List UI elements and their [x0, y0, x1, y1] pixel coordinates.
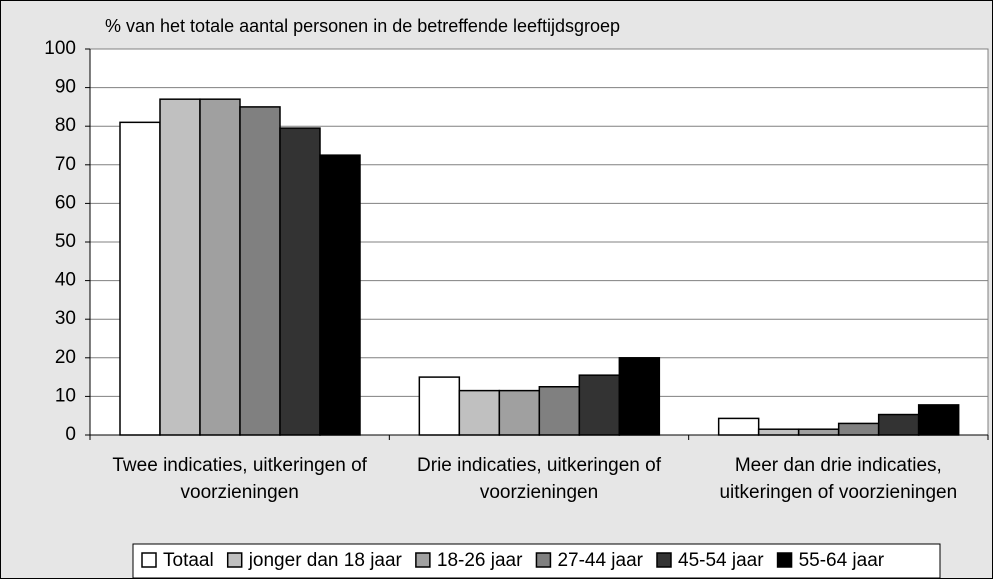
bar: [797, 428, 840, 436]
legend-swatch: [141, 552, 157, 568]
bar: [578, 374, 621, 436]
y-tick-label: 30: [55, 308, 76, 329]
y-tick-label: 50: [55, 231, 76, 252]
y-tick-label: 20: [55, 347, 76, 368]
legend-label: 55-64 jaar: [799, 550, 885, 571]
legend-label: 18-26 jaar: [437, 550, 523, 571]
bar: [618, 357, 661, 436]
bar: [199, 98, 241, 436]
bar: [319, 154, 361, 436]
legend-label: Totaal: [163, 550, 214, 571]
y-tick-label: 70: [55, 154, 76, 175]
y-tick-label: 10: [55, 385, 76, 406]
legend-swatch: [656, 552, 672, 568]
bar: [239, 106, 281, 436]
bar: [458, 389, 501, 436]
bar: [877, 413, 920, 436]
y-tick-label: 100: [44, 38, 76, 59]
chart-title: % van het totale aantal personen in de b…: [105, 16, 620, 36]
y-tick-label: 80: [55, 115, 76, 136]
bar: [757, 428, 800, 436]
bar: [717, 417, 760, 436]
legend-swatch: [226, 552, 243, 568]
x-tick-label: Meer dan drie indicaties, uitkeringen of…: [719, 455, 958, 503]
x-tick-label: Drie indicaties, uitkeringen of voorzien…: [417, 455, 661, 503]
bar: [917, 404, 960, 436]
y-tick-label: 60: [55, 192, 76, 213]
y-tick-label: 0: [65, 424, 76, 445]
bar: [498, 389, 541, 436]
legend-swatch: [776, 552, 793, 568]
legend-swatch: [535, 552, 552, 568]
x-tick-label: Twee indicaties, uitkeringen of voorzien…: [112, 455, 367, 503]
bar: [119, 121, 161, 436]
legend-label: 45-54 jaar: [678, 550, 764, 571]
bar: [279, 127, 321, 436]
legend-label: jonger dan 18 jaar: [248, 550, 403, 571]
bar: [538, 386, 581, 436]
bar: [418, 376, 461, 436]
bar: [837, 422, 880, 436]
y-tick-label: 40: [55, 270, 76, 291]
bar: [159, 98, 201, 436]
y-tick-label: 90: [55, 77, 76, 98]
legend-label: 27-44 jaar: [557, 550, 643, 571]
legend-swatch: [415, 552, 431, 568]
